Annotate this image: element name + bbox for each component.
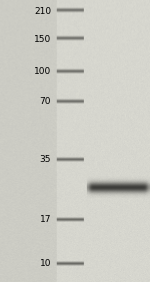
Text: 70: 70 (39, 98, 51, 106)
Text: 35: 35 (39, 155, 51, 164)
Text: 100: 100 (34, 68, 51, 76)
Text: 210: 210 (34, 7, 51, 16)
Text: 150: 150 (34, 35, 51, 44)
Text: 10: 10 (39, 260, 51, 269)
Text: kDa: kDa (33, 0, 51, 1)
Text: 17: 17 (39, 215, 51, 224)
